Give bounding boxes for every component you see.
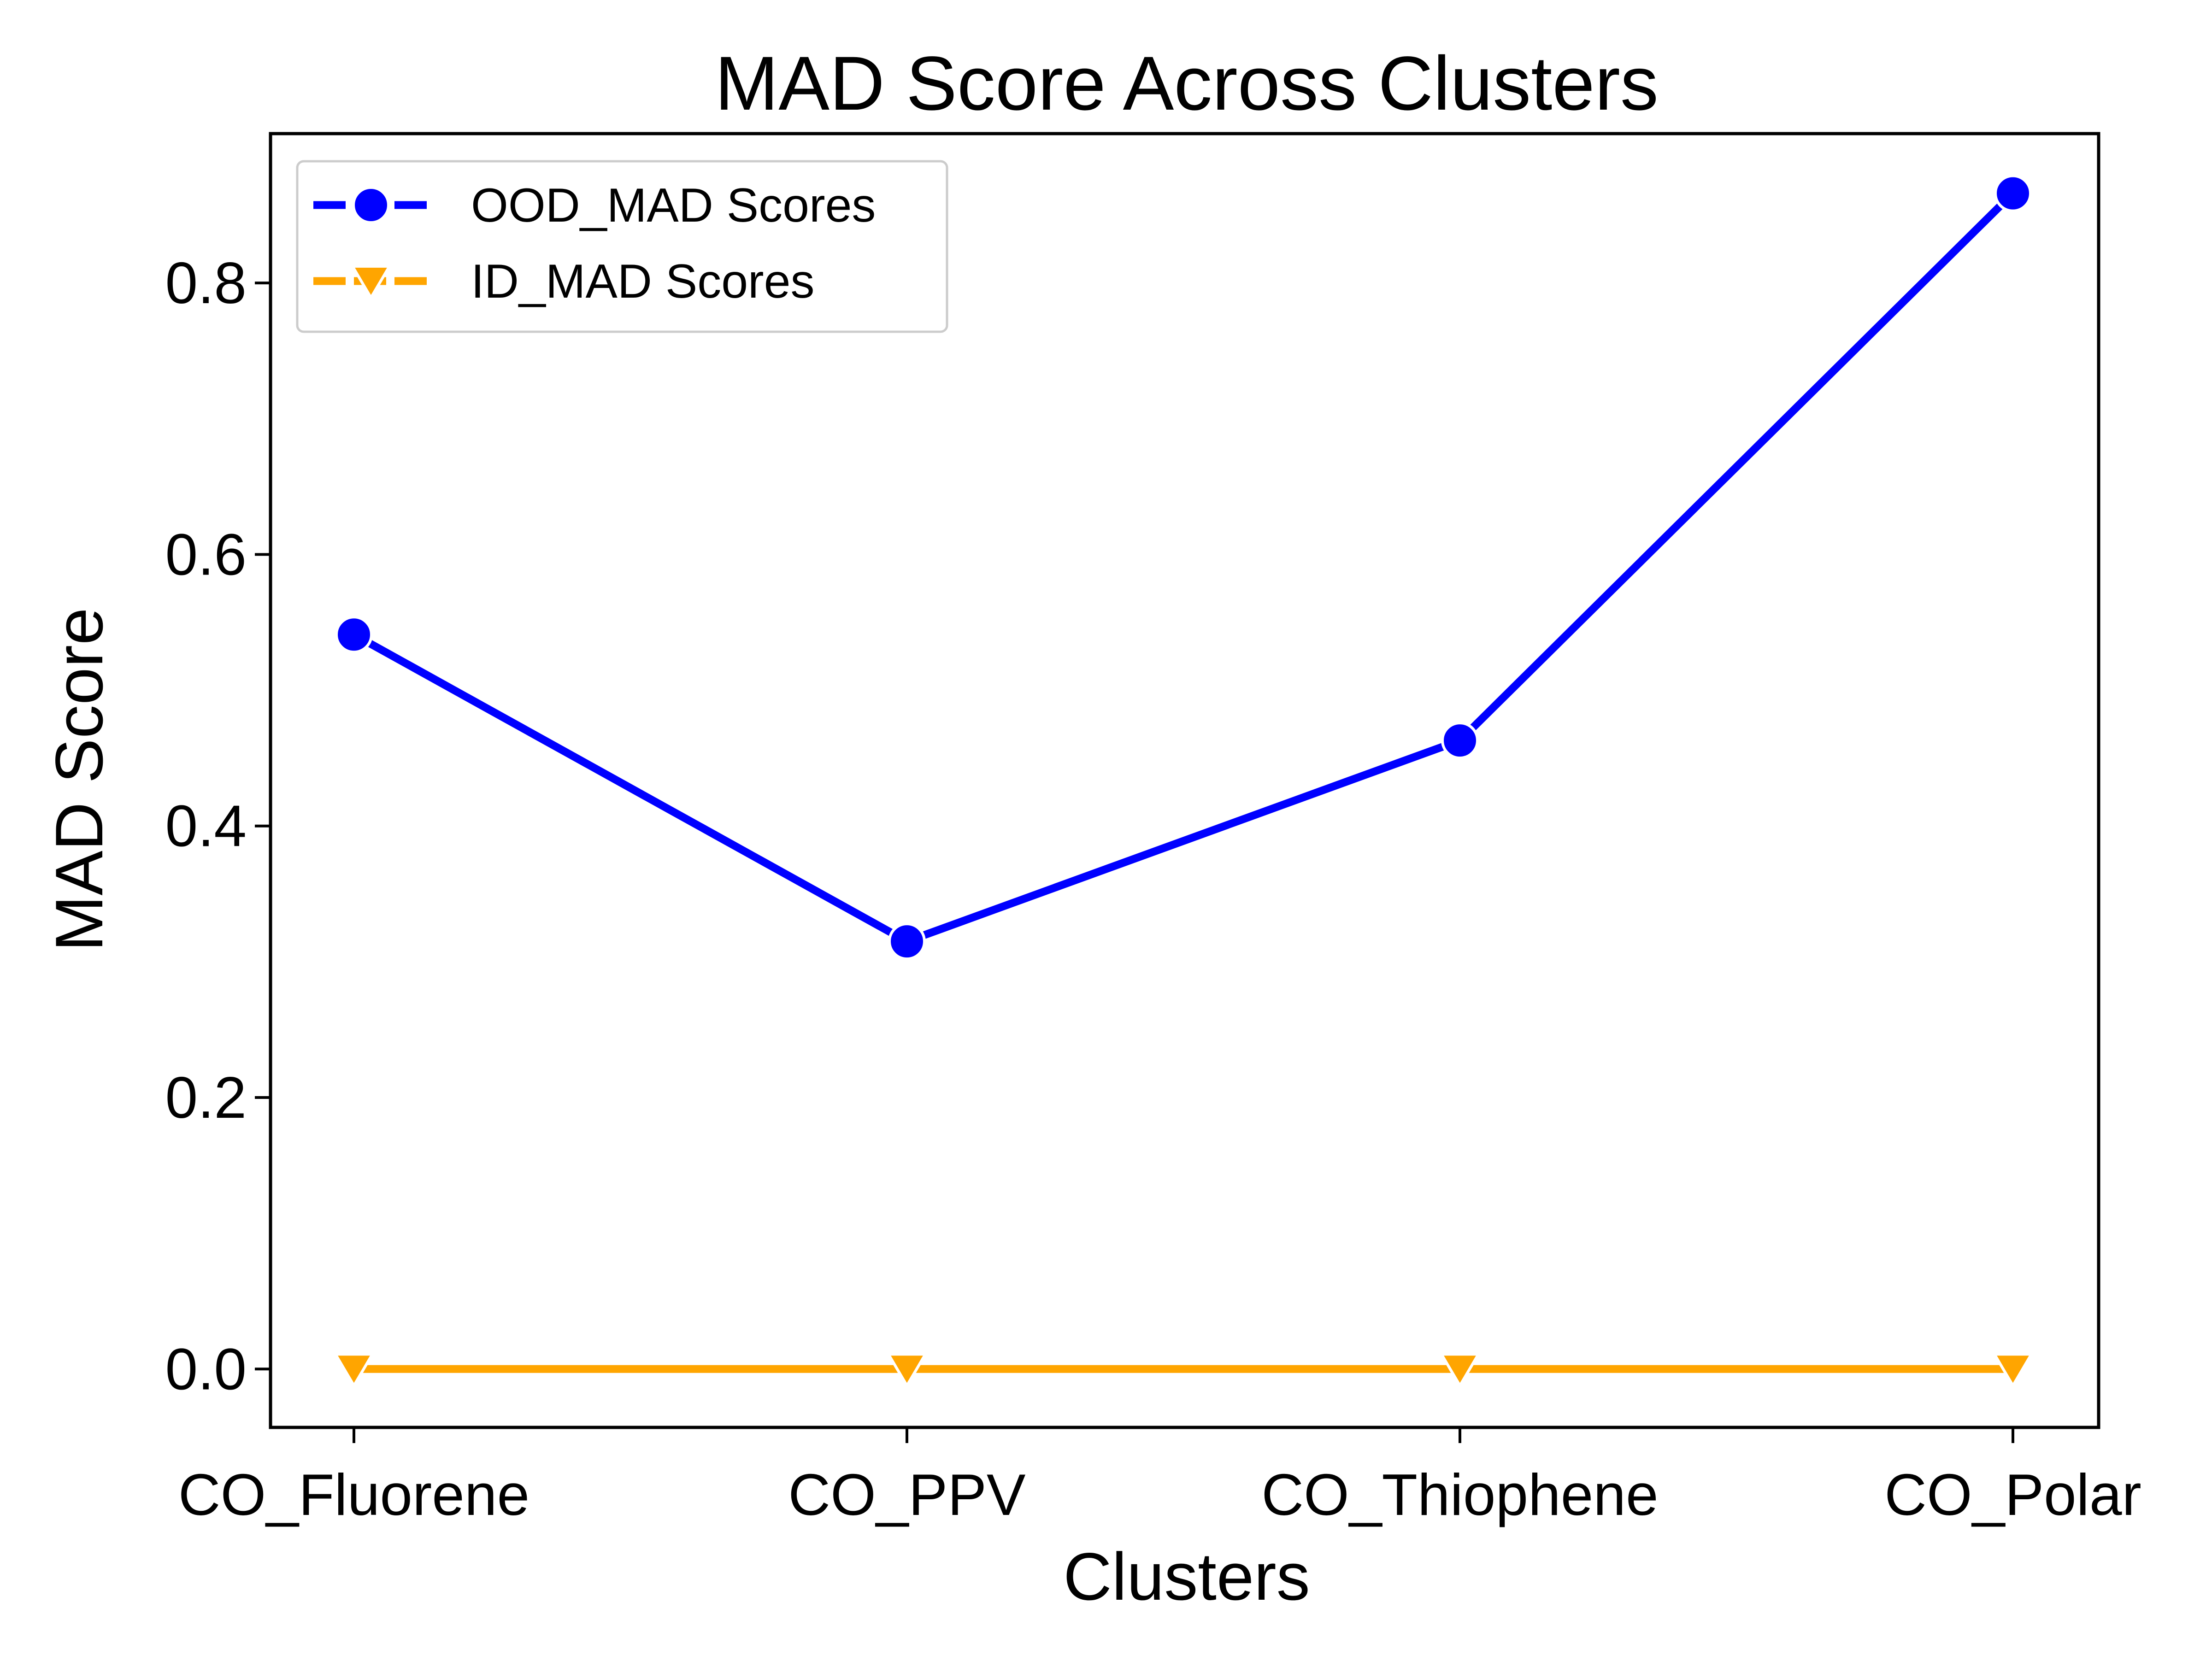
chart-title: MAD Score Across Clusters [715, 41, 1659, 126]
x-tick-label: CO_Thiophene [1261, 1462, 1658, 1527]
ticks-layer: 0.0 0.2 0.4 0.6 0.8 CO_Fluorene CO_PPV CO_Thiop… [165, 250, 2141, 1527]
data-point [886, 1353, 928, 1389]
legend-box [296, 160, 948, 333]
data-point [1439, 1353, 1481, 1389]
series-0 [335, 174, 2032, 961]
data-point [335, 616, 373, 654]
x-axis-label: Clusters [1063, 1539, 1310, 1614]
y-axis-label: MAD Score [41, 608, 117, 951]
legend-marker [350, 265, 392, 300]
x-tick-label: CO_Polar [1884, 1462, 2141, 1527]
legend-items: OOD_MAD Scores ID_MAD Scores [313, 179, 876, 308]
x-tick-label: CO_PPV [788, 1462, 1026, 1527]
y-tick-label: 0.0 [165, 1336, 247, 1402]
data-point [1441, 722, 1479, 760]
legend-label: OOD_MAD Scores [471, 179, 876, 232]
legend-marker [352, 186, 390, 224]
series-1 [333, 1353, 2034, 1389]
plot-frame [269, 132, 2100, 1429]
series-line [352, 190, 2016, 945]
y-tick-label: 0.6 [165, 522, 247, 587]
legend-label: ID_MAD Scores [471, 255, 815, 308]
x-tick-label: CO_Fluorene [178, 1462, 529, 1527]
legend-item: ID_MAD Scores [313, 255, 815, 308]
data-point [1992, 1353, 2034, 1389]
data-point [888, 922, 926, 961]
series-layer [333, 174, 2034, 1389]
y-tick-label: 0.2 [165, 1065, 247, 1130]
y-tick-label: 0.4 [165, 793, 247, 859]
data-point [333, 1353, 375, 1389]
legend-item: OOD_MAD Scores [313, 179, 876, 232]
legend: OOD_MAD Scores ID_MAD Scores [296, 160, 948, 333]
y-tick-label: 0.8 [165, 250, 247, 316]
data-point [1994, 174, 2032, 212]
